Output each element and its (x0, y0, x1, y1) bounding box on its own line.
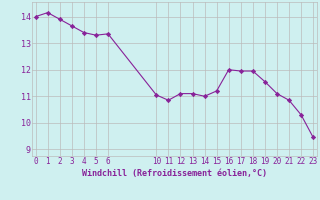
X-axis label: Windchill (Refroidissement éolien,°C): Windchill (Refroidissement éolien,°C) (82, 169, 267, 178)
